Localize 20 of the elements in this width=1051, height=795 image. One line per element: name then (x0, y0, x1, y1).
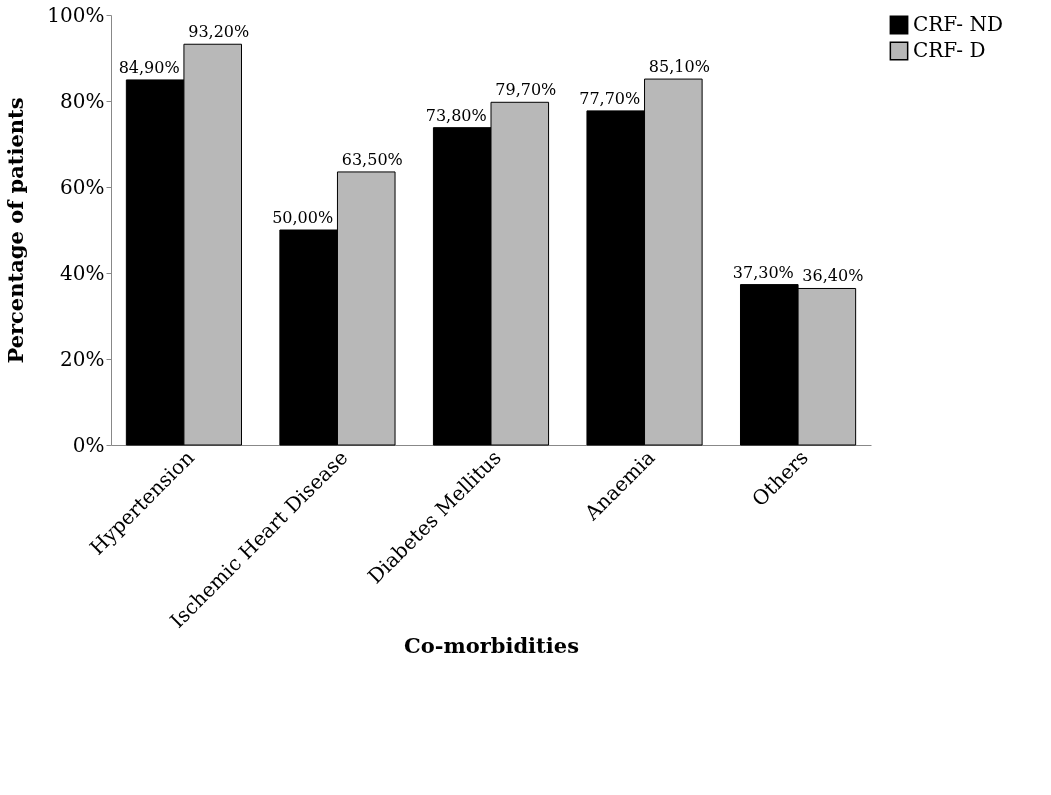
y-axis-title: Percentage of patients (3, 97, 29, 364)
data-label: 63,50% (341, 149, 403, 169)
y-tick-label: 80% (60, 88, 105, 113)
data-label: 37,30% (732, 262, 794, 282)
y-tick-label: 20% (60, 346, 105, 371)
y-tick-label: 40% (60, 260, 105, 285)
y-tick-label: 0% (72, 432, 105, 457)
data-label: 85,10% (648, 57, 710, 77)
data-label: 36,40% (802, 266, 864, 286)
y-tick-label: 100% (47, 2, 105, 27)
legend-label: CRF- D (913, 38, 986, 62)
data-label: 73,80% (425, 105, 487, 125)
data-label: 77,70% (579, 88, 641, 108)
y-tick-label: 60% (60, 174, 105, 199)
data-label: 84,90% (118, 57, 180, 77)
legend-label: CRF- ND (913, 12, 1003, 36)
x-axis-title: Co-morbidities (404, 632, 579, 658)
data-label: 50,00% (272, 208, 334, 227)
data-label: 79,70% (495, 80, 557, 100)
data-label: 93,20% (188, 22, 250, 42)
